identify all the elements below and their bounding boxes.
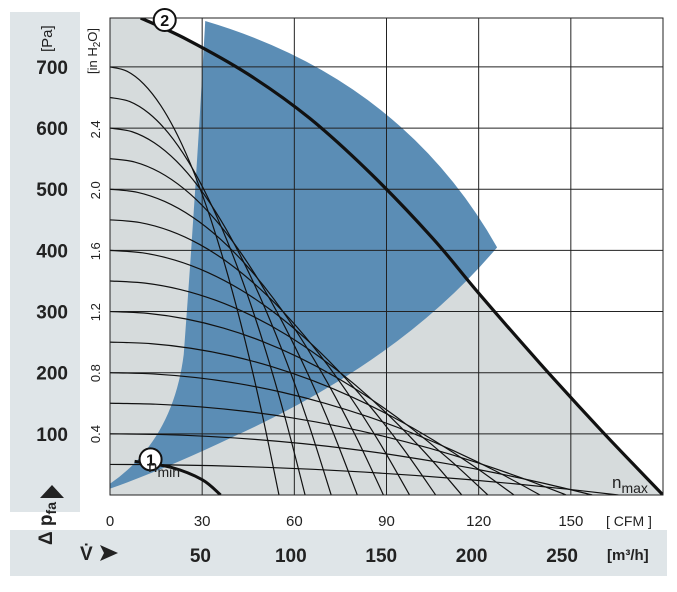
x-tick-label-m3h: 50 [190, 546, 211, 567]
y-tick-label-pa: 200 [36, 364, 68, 385]
y-tick-label-inh2o: 2.0 [88, 181, 103, 199]
left-axis-band [10, 12, 80, 512]
y-tick-label-pa: 600 [36, 119, 68, 140]
x-tick-label-cfm: 30 [194, 513, 211, 530]
system-curve [110, 158, 358, 495]
marker-1: 1 [138, 447, 163, 472]
y-axis-unit-pa: [Pa] [39, 25, 56, 52]
y-axis-unit-inh2o: [in H2O] [85, 28, 103, 74]
plot-clip-group [110, 18, 663, 495]
x-axis-unit-cfm: [ CFM ] [606, 513, 652, 529]
y-tick-label-pa: 700 [36, 58, 68, 79]
x-axis-unit-m3h: [m³/h] [607, 547, 649, 564]
system-curve [110, 96, 306, 495]
system-curve [110, 402, 567, 495]
x-tick-label-m3h: 250 [546, 546, 578, 567]
bottom-axis-band [10, 530, 667, 576]
system-curve [110, 372, 541, 495]
y-tick-label-pa: 100 [36, 425, 68, 446]
x-axis-arrow-icon [100, 545, 118, 561]
marker-2: 2 [152, 8, 177, 32]
y-tick-label-pa: 300 [36, 303, 68, 324]
system-curve [110, 463, 619, 495]
x-tick-label-m3h: 150 [365, 546, 397, 567]
x-tick-label-m3h: 100 [275, 546, 307, 567]
y-tick-label-inh2o: 1.6 [88, 242, 103, 260]
system-curve [110, 66, 280, 495]
y-tick-label-inh2o: 0.8 [88, 364, 103, 382]
system-curve [110, 188, 384, 495]
y-tick-label-inh2o: 0.4 [88, 425, 103, 443]
x-tick-label-m3h: 200 [456, 546, 488, 567]
system-curve [110, 127, 332, 495]
y-tick-label-inh2o: 2.4 [88, 120, 103, 138]
y-tick-label-pa: 400 [36, 241, 68, 262]
operating-region [110, 21, 498, 489]
y-axis-title: Δ pfa [36, 502, 59, 545]
system-curve [110, 280, 463, 495]
plot-border [109, 17, 664, 496]
x-tick-label-cfm: 150 [558, 513, 583, 530]
x-tick-label-cfm: 0 [106, 513, 114, 530]
y-tick-label-pa: 500 [36, 180, 68, 201]
system-curve [110, 433, 593, 495]
x-tick-label-cfm: 90 [378, 513, 395, 530]
y-axis-arrow-icon [40, 485, 64, 498]
system-curve [110, 219, 411, 495]
marker-2-text: 2 [160, 13, 169, 30]
x-tick-label-cfm: 120 [466, 513, 491, 530]
n-max-label: nmax [612, 473, 648, 496]
plot-area: 211002003004005006007000.40.81.21.62.02.… [36, 8, 664, 567]
x-axis-title: V̇ [80, 543, 93, 565]
n-max-curve [140, 18, 663, 495]
x-tick-label-cfm: 60 [286, 513, 303, 530]
marker-1-text: 1 [146, 452, 155, 469]
y-tick-label-inh2o: 1.2 [88, 303, 103, 321]
system-curve [110, 249, 437, 495]
n-min-label: nmin [148, 457, 180, 480]
